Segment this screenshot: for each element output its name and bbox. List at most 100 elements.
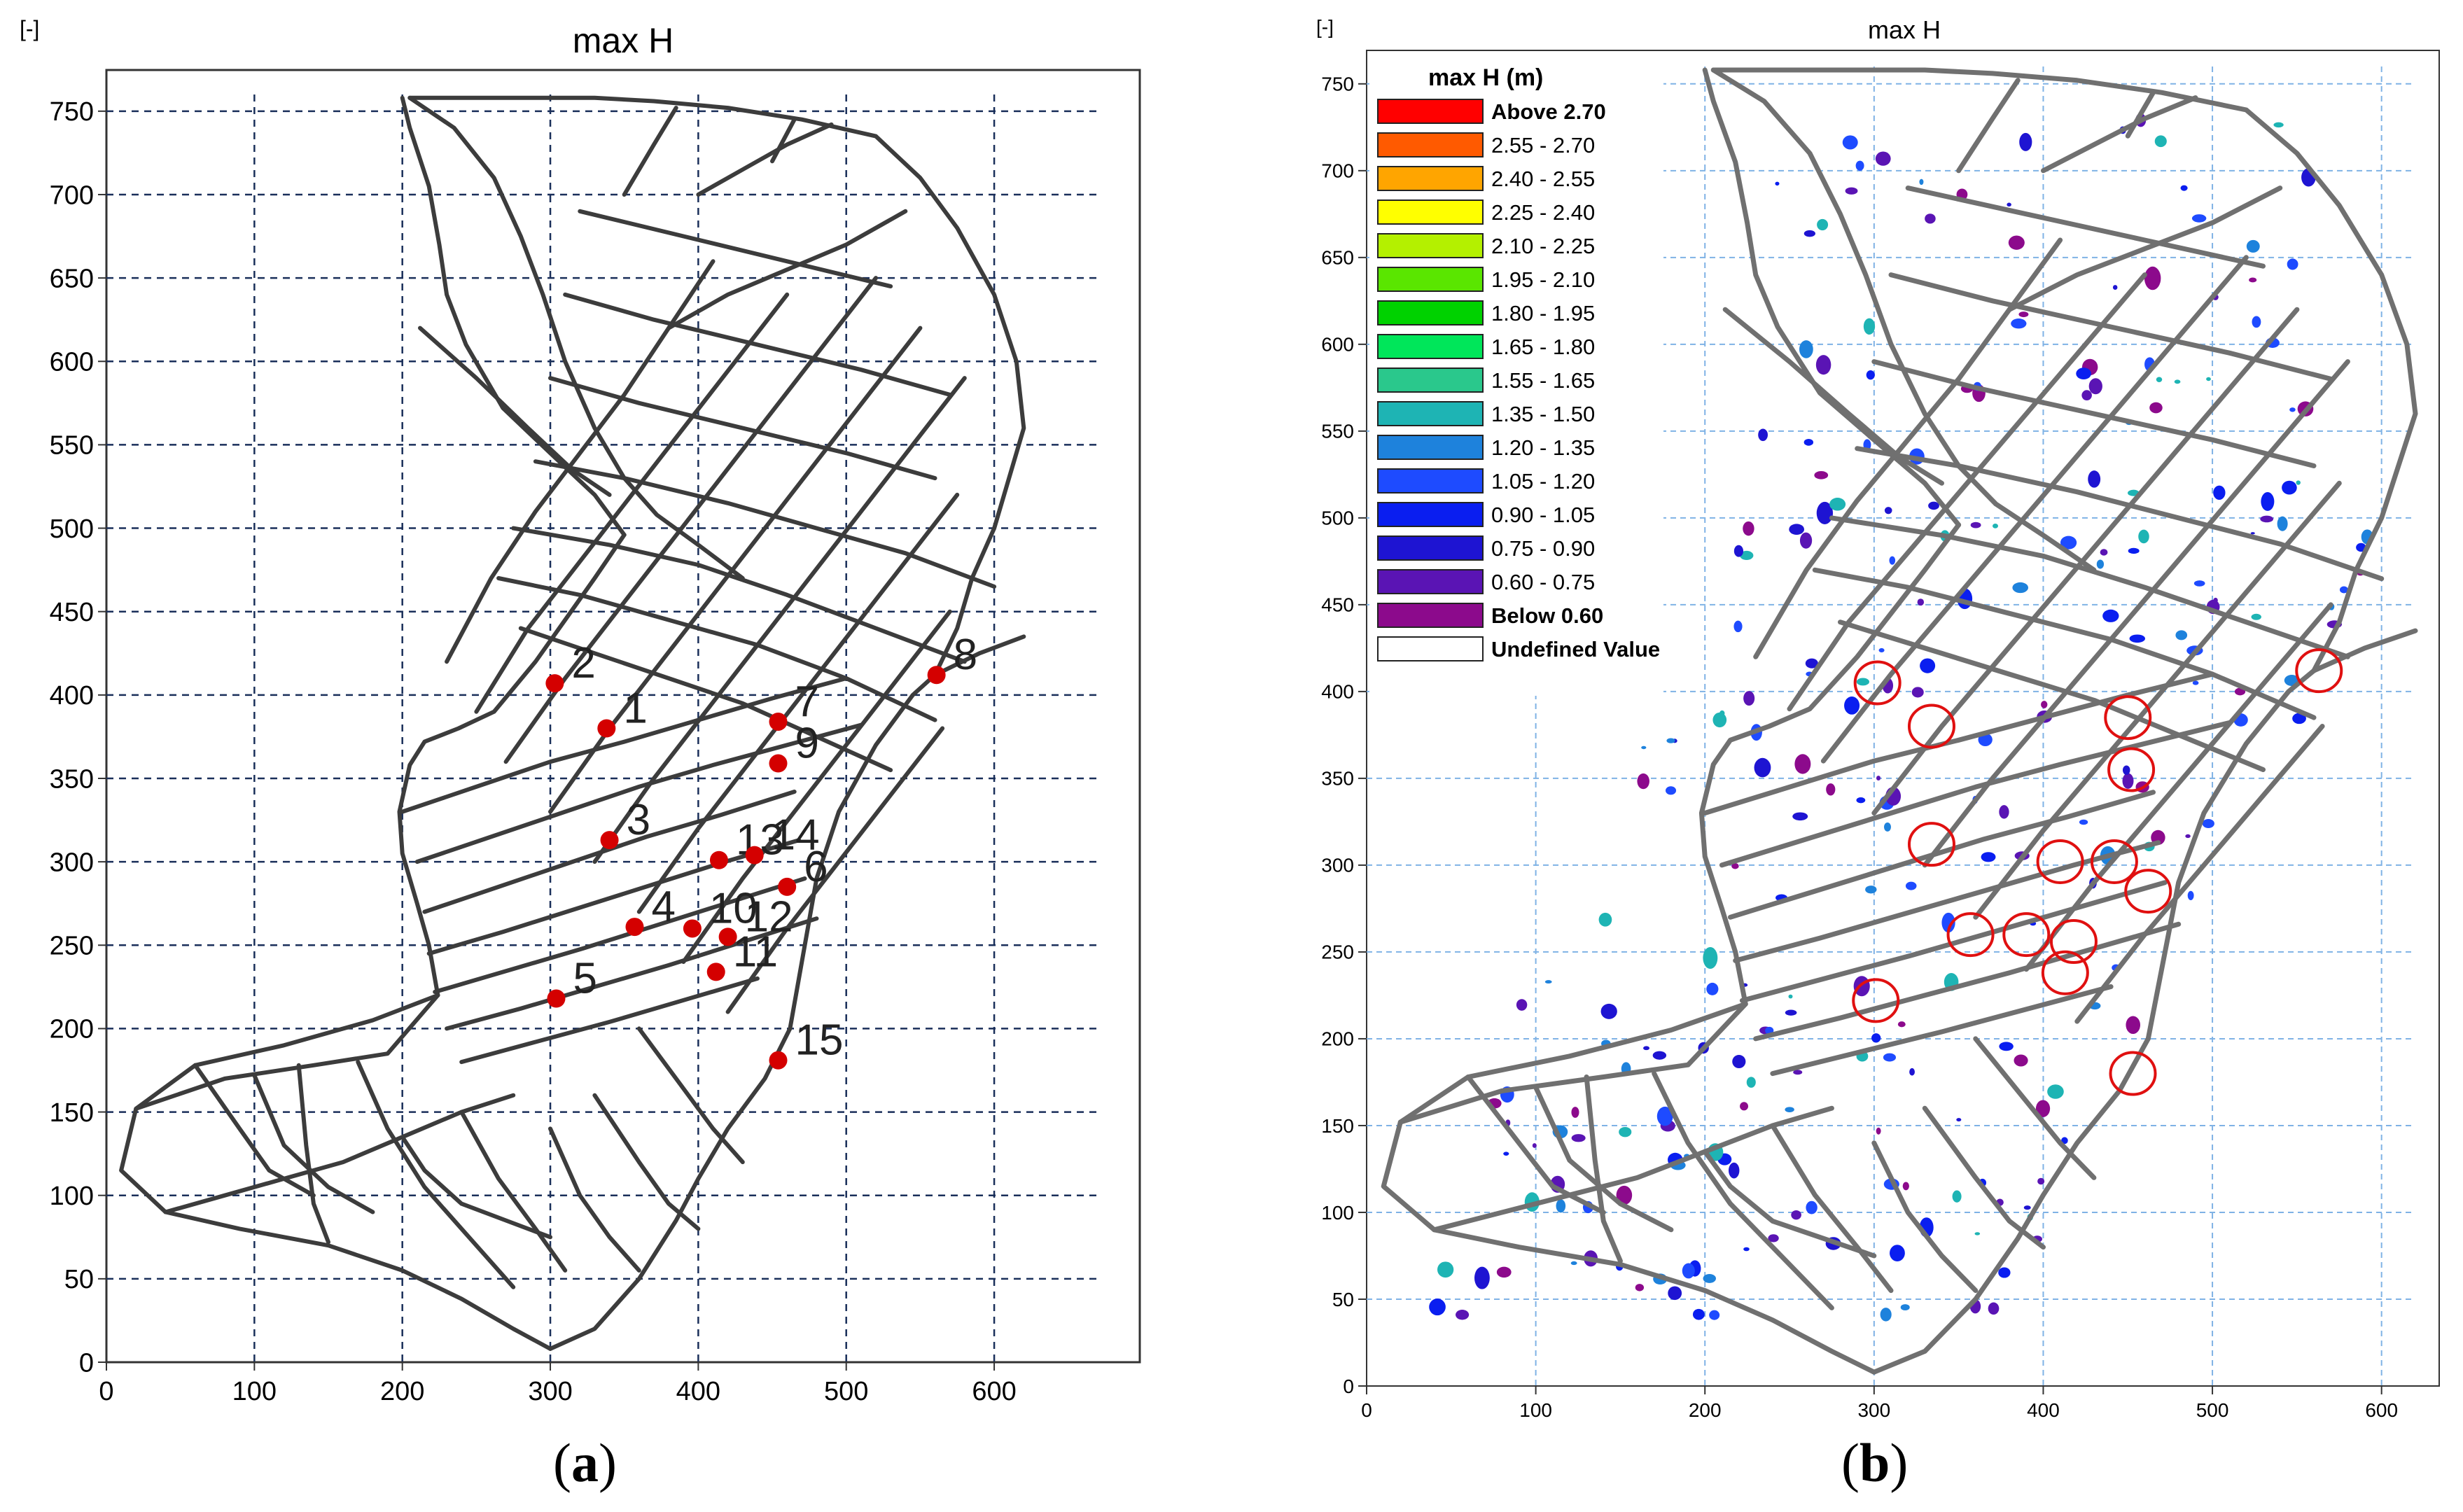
y-tick-label: 300 bbox=[50, 848, 94, 877]
panel-b: [-] max H 0 100 200 300 400 500 600 0 50 100 150 20… bbox=[1302, 0, 2463, 1508]
road bbox=[2125, 90, 2156, 139]
flood-patch bbox=[1437, 1261, 1454, 1278]
flood-highlight-circle bbox=[2104, 695, 2152, 741]
road bbox=[1702, 67, 1962, 528]
flood-patch bbox=[1897, 1021, 1906, 1028]
road bbox=[2007, 186, 2283, 312]
x-tick-label: 100 bbox=[232, 1377, 277, 1406]
flood-patch bbox=[2206, 377, 2211, 382]
road bbox=[252, 1073, 375, 1214]
y-tick-label: 200 bbox=[50, 1015, 94, 1044]
road bbox=[1533, 1084, 1674, 1233]
x-tick-label: 300 bbox=[528, 1377, 572, 1406]
road bbox=[503, 276, 878, 764]
flood-patch bbox=[1544, 980, 1552, 984]
flood-patch bbox=[1635, 1284, 1645, 1292]
road bbox=[445, 916, 819, 1031]
y-tick-label: 400 bbox=[1321, 681, 1354, 703]
road bbox=[397, 533, 627, 997]
flood-patch bbox=[1643, 1046, 1650, 1051]
flood-patch bbox=[2213, 485, 2226, 500]
y-tick-label: 500 bbox=[1321, 507, 1354, 529]
y-tick-label: 750 bbox=[1321, 74, 1354, 95]
legend-label: 0.60 - 0.75 bbox=[1491, 570, 1595, 594]
monitoring-point-marker bbox=[745, 846, 764, 864]
road bbox=[1739, 880, 2168, 1003]
y-tick-label: 600 bbox=[50, 348, 94, 377]
road bbox=[578, 209, 893, 288]
monitoring-point-marker bbox=[778, 877, 797, 896]
flood-patch bbox=[2246, 239, 2260, 253]
caption-b: (b) bbox=[1841, 1432, 1909, 1493]
road bbox=[1710, 67, 2097, 573]
legend-label: 1.05 - 1.20 bbox=[1491, 469, 1595, 493]
y-tick-label: 250 bbox=[50, 932, 94, 961]
flood-patch bbox=[1826, 783, 1836, 796]
flood-patch bbox=[2018, 312, 2029, 318]
flood-patch bbox=[1905, 881, 1917, 890]
road bbox=[2041, 95, 2198, 174]
flood-patch bbox=[1876, 1127, 1881, 1135]
flood-patch bbox=[1794, 754, 1811, 774]
legend-swatch bbox=[1377, 267, 1484, 292]
flood-patch bbox=[1805, 658, 1818, 668]
title-a: max H bbox=[573, 21, 674, 60]
flood-patch bbox=[1917, 598, 1925, 606]
flood-patch bbox=[1925, 214, 1936, 224]
flood-patch bbox=[2112, 285, 2118, 290]
flood-patch bbox=[1988, 1302, 2000, 1315]
legend-swatch bbox=[1377, 233, 1484, 258]
flood-patch bbox=[1970, 522, 1981, 528]
flood-patch bbox=[1871, 1033, 1881, 1043]
road bbox=[1753, 921, 2182, 1042]
road bbox=[1973, 1036, 2097, 1180]
legend-swatch bbox=[1377, 368, 1484, 393]
legend-label: 1.80 - 1.95 bbox=[1491, 301, 1595, 326]
flood-patch bbox=[1532, 1143, 1537, 1148]
road bbox=[563, 292, 952, 397]
flood-patch bbox=[1856, 678, 1869, 686]
flood-patch bbox=[1911, 687, 1924, 698]
flood-patch bbox=[1816, 501, 1834, 524]
flood-patch bbox=[2282, 480, 2297, 495]
road bbox=[459, 976, 760, 1065]
flood-patch bbox=[2138, 529, 2149, 544]
flood-patch bbox=[1829, 498, 1846, 511]
road bbox=[1871, 359, 2317, 468]
flood-patch bbox=[1875, 151, 1891, 166]
road bbox=[1871, 1036, 2151, 1375]
legend-swatch bbox=[1377, 401, 1484, 426]
flood-patch bbox=[2174, 379, 2181, 384]
road bbox=[400, 1135, 552, 1240]
legend-label: Undefined Value bbox=[1491, 637, 1660, 662]
plot-frame-a bbox=[105, 69, 1141, 1364]
flood-patch bbox=[1842, 135, 1858, 150]
y-tick-label: 350 bbox=[50, 764, 94, 794]
flood-patch bbox=[2289, 407, 2296, 412]
flood-patch bbox=[1788, 994, 1793, 999]
road bbox=[1956, 78, 2021, 174]
map-a: [-] max H 0 100 200 300 400 500 600 0 50 100 150 20… bbox=[20, 16, 1141, 1406]
flood-patch bbox=[1792, 812, 1808, 821]
flood-patch bbox=[2191, 214, 2207, 223]
flood-patch bbox=[1883, 822, 1892, 832]
monitoring-point-marker bbox=[769, 1051, 788, 1070]
flood-highlight-circle bbox=[1946, 912, 1995, 958]
flood-patch bbox=[1981, 852, 1996, 862]
flood-patch bbox=[2096, 559, 2105, 569]
x-tick-label: 600 bbox=[972, 1377, 1016, 1406]
road-network-b bbox=[1381, 67, 2418, 1375]
flood-patch bbox=[2192, 680, 2199, 685]
flood-patch bbox=[2292, 713, 2306, 724]
monitoring-point-label: 6 bbox=[804, 843, 828, 891]
legend-label: 1.55 - 1.65 bbox=[1491, 368, 1595, 393]
flood-patch bbox=[1496, 1266, 1512, 1278]
road bbox=[356, 1060, 516, 1289]
road-network-a bbox=[119, 95, 1026, 1351]
flood-highlight-circle bbox=[2090, 839, 2138, 884]
flood-patch bbox=[2128, 547, 2140, 554]
monitoring-point-marker bbox=[683, 919, 702, 938]
legend-label: 1.95 - 2.10 bbox=[1491, 267, 1595, 292]
flood-patch bbox=[1692, 1308, 1705, 1320]
